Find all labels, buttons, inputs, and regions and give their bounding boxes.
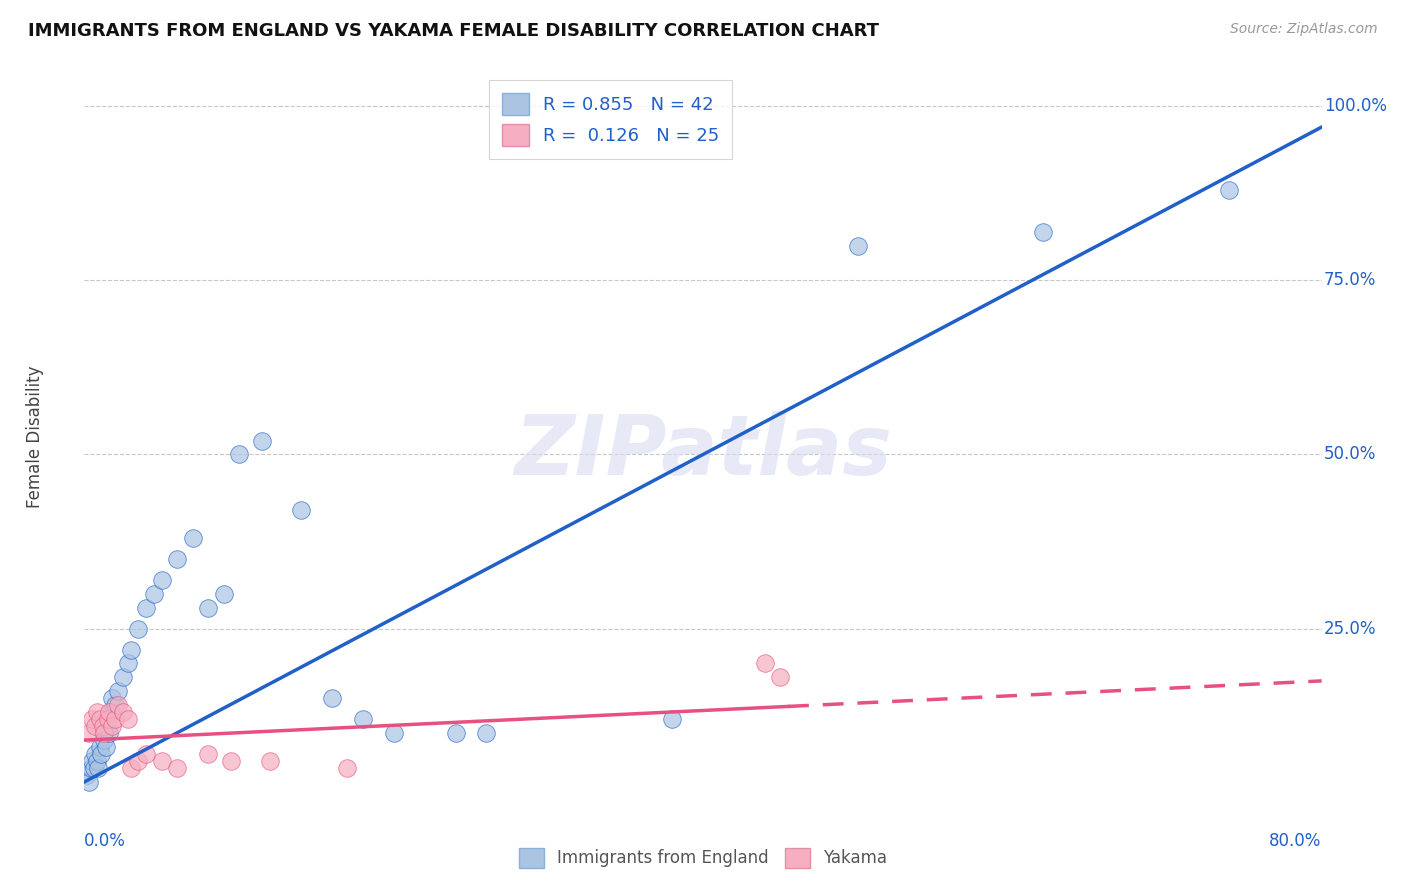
Point	[83, 761, 105, 775]
Point	[86, 754, 108, 768]
Point	[250, 434, 273, 448]
Point	[91, 719, 114, 733]
Point	[197, 600, 219, 615]
Point	[336, 761, 359, 775]
Point	[79, 761, 101, 775]
Point	[212, 587, 235, 601]
Point	[150, 754, 173, 768]
Point	[82, 754, 104, 768]
Point	[135, 747, 157, 761]
Point	[98, 726, 121, 740]
Point	[352, 712, 374, 726]
Point	[259, 754, 281, 768]
Point	[143, 587, 166, 601]
Text: IMMIGRANTS FROM ENGLAND VS YAKAMA FEMALE DISABILITY CORRELATION CHART: IMMIGRANTS FROM ENGLAND VS YAKAMA FEMALE…	[28, 22, 879, 40]
Point	[112, 705, 135, 719]
Text: Female Disability: Female Disability	[25, 366, 44, 508]
Point	[846, 238, 869, 252]
Point	[104, 712, 127, 726]
Point	[475, 726, 498, 740]
Point	[321, 691, 343, 706]
Point	[661, 712, 683, 726]
Point	[127, 754, 149, 768]
Point	[166, 761, 188, 775]
Point	[219, 754, 242, 768]
Point	[101, 691, 124, 706]
Point	[127, 622, 149, 636]
Legend: R = 0.855   N = 42, R =  0.126   N = 25: R = 0.855 N = 42, R = 0.126 N = 25	[489, 80, 733, 159]
Point	[82, 712, 104, 726]
Text: 50.0%: 50.0%	[1324, 445, 1376, 464]
Point	[135, 600, 157, 615]
Text: 0.0%: 0.0%	[84, 832, 127, 850]
Point	[94, 740, 117, 755]
Point	[107, 698, 129, 713]
Point	[197, 747, 219, 761]
Point	[96, 719, 118, 733]
Legend: Immigrants from England, Yakama: Immigrants from England, Yakama	[512, 841, 894, 875]
Point	[77, 775, 100, 789]
Point	[117, 712, 139, 726]
Point	[90, 747, 112, 761]
Point	[76, 768, 98, 782]
Point	[93, 733, 115, 747]
Point	[120, 642, 142, 657]
Point	[166, 552, 188, 566]
Text: 100.0%: 100.0%	[1324, 97, 1388, 115]
Point	[120, 761, 142, 775]
Point	[84, 719, 107, 733]
Point	[1032, 225, 1054, 239]
Point	[112, 670, 135, 684]
Point	[382, 726, 405, 740]
Text: ZIPatlas: ZIPatlas	[515, 411, 891, 492]
Point	[86, 705, 108, 719]
Point	[228, 448, 250, 462]
Point	[93, 726, 115, 740]
Point	[84, 747, 107, 761]
Point	[181, 531, 204, 545]
Point	[98, 705, 121, 719]
Point	[89, 740, 111, 755]
Point	[87, 761, 110, 775]
Point	[117, 657, 139, 671]
Point	[96, 712, 118, 726]
Point	[1218, 183, 1240, 197]
Point	[444, 726, 467, 740]
Point	[91, 726, 114, 740]
Point	[107, 684, 129, 698]
Point	[769, 670, 792, 684]
Point	[290, 503, 312, 517]
Text: 25.0%: 25.0%	[1324, 620, 1376, 638]
Point	[101, 719, 124, 733]
Point	[89, 712, 111, 726]
Point	[100, 705, 122, 719]
Point	[150, 573, 173, 587]
Point	[77, 726, 100, 740]
Point	[754, 657, 776, 671]
Text: 80.0%: 80.0%	[1270, 832, 1322, 850]
Text: Source: ZipAtlas.com: Source: ZipAtlas.com	[1230, 22, 1378, 37]
Point	[104, 698, 127, 713]
Text: 75.0%: 75.0%	[1324, 271, 1376, 289]
